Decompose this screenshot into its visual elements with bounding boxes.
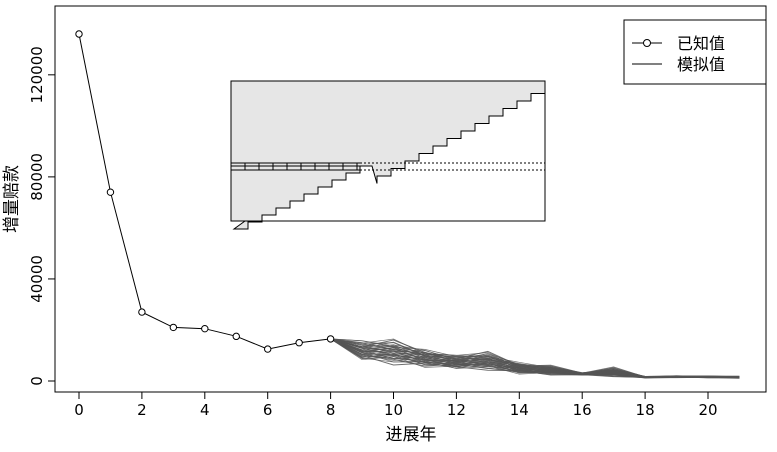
x-tick-label: 18 [636, 401, 655, 419]
x-tick-label: 2 [137, 401, 147, 419]
observed-point [169, 323, 178, 332]
y-tick-label: 120000 [28, 46, 46, 103]
observed-series [75, 30, 335, 353]
inset-diagram [230, 80, 546, 230]
observed-point [75, 30, 83, 38]
observed-point [326, 335, 335, 343]
legend-simulated-label: 模拟值 [677, 55, 725, 74]
observed-point [106, 188, 115, 196]
y-tick-label: 40000 [28, 255, 46, 303]
inset-upper-triangle [230, 80, 546, 184]
y-tick-label: 80000 [28, 153, 46, 201]
x-tick-label: 16 [573, 401, 592, 419]
legend-known-marker [643, 39, 651, 47]
x-tick-label: 6 [263, 401, 273, 419]
y-axis-title: 增量赔款 [2, 165, 22, 233]
legend: 已知值 模拟值 [623, 19, 767, 85]
inset-frame [230, 80, 546, 222]
x-tick-label: 14 [510, 401, 529, 419]
x-tick-label: 0 [74, 401, 84, 419]
y-tick-label: 0 [28, 376, 46, 386]
x-tick-label: 20 [698, 401, 717, 419]
x-axis-title: 进展年 [386, 425, 437, 445]
x-tick-label: 12 [447, 401, 466, 419]
observed-point [201, 324, 209, 333]
axes: 0 2 4 6 8 10 12 14 16 18 20 0 40000 80000 120000 [28, 46, 718, 419]
legend-box [623, 19, 767, 85]
x-tick-label: 8 [326, 401, 336, 419]
x-tick-label: 10 [384, 401, 403, 419]
observed-point [295, 339, 303, 347]
observed-point [232, 332, 240, 341]
legend-known-label: 已知值 [677, 34, 725, 53]
inset-lower-triangle [230, 165, 361, 230]
x-tick-label: 4 [200, 401, 210, 419]
simulated-path [330, 338, 740, 377]
observed-point [138, 308, 146, 316]
simulated-paths [330, 338, 740, 379]
observed-point [264, 345, 272, 353]
